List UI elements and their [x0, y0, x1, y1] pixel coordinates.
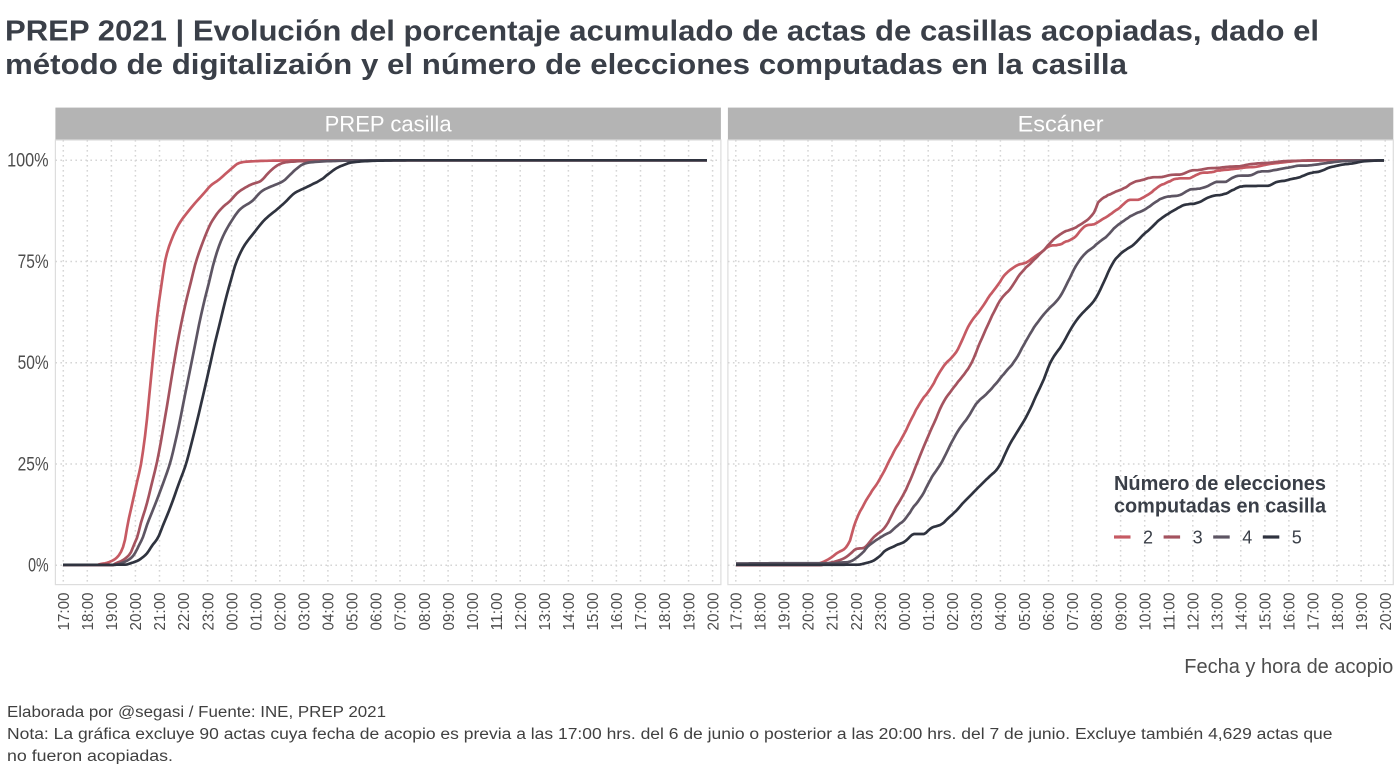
svg-text:07:00: 07:00: [393, 592, 410, 630]
svg-text:09:00: 09:00: [441, 592, 458, 630]
svg-text:18:00: 18:00: [1330, 592, 1347, 630]
svg-text:2: 2: [1143, 528, 1153, 548]
svg-text:Escáner: Escáner: [1018, 111, 1104, 136]
svg-text:25%: 25%: [18, 454, 49, 475]
svg-text:13:00: 13:00: [1210, 592, 1227, 630]
svg-text:4: 4: [1242, 528, 1252, 548]
svg-text:20:00: 20:00: [128, 592, 145, 630]
svg-text:04:00: 04:00: [321, 592, 338, 630]
svg-text:Número de elecciones: Número de elecciones: [1114, 473, 1326, 495]
svg-text:19:00: 19:00: [104, 592, 121, 630]
svg-text:15:00: 15:00: [585, 592, 602, 630]
svg-text:14:00: 14:00: [1234, 592, 1251, 630]
svg-text:50%: 50%: [18, 353, 49, 374]
svg-text:17:00: 17:00: [1306, 592, 1323, 630]
svg-text:05:00: 05:00: [345, 592, 362, 630]
svg-text:17:00: 17:00: [56, 592, 73, 630]
svg-text:19:00: 19:00: [777, 592, 794, 630]
svg-text:14:00: 14:00: [561, 592, 578, 630]
svg-text:10:00: 10:00: [465, 592, 482, 630]
svg-text:18:00: 18:00: [80, 592, 97, 630]
svg-text:03:00: 03:00: [297, 592, 314, 630]
svg-text:01:00: 01:00: [248, 592, 265, 630]
svg-text:08:00: 08:00: [1089, 592, 1106, 630]
svg-text:00:00: 00:00: [897, 592, 914, 630]
svg-text:01:00: 01:00: [921, 592, 938, 630]
svg-text:16:00: 16:00: [1282, 592, 1299, 630]
svg-text:10:00: 10:00: [1137, 592, 1154, 630]
svg-text:22:00: 22:00: [849, 592, 866, 630]
svg-text:23:00: 23:00: [200, 592, 217, 630]
svg-text:02:00: 02:00: [945, 592, 962, 630]
svg-text:11:00: 11:00: [1161, 592, 1178, 630]
svg-text:17:00: 17:00: [633, 592, 650, 630]
svg-text:20:00: 20:00: [705, 592, 722, 630]
svg-text:20:00: 20:00: [1378, 592, 1395, 630]
svg-text:00:00: 00:00: [224, 592, 241, 630]
svg-text:computadas en casilla: computadas en casilla: [1114, 496, 1327, 518]
svg-text:02:00: 02:00: [272, 592, 289, 630]
svg-text:13:00: 13:00: [537, 592, 554, 630]
svg-text:16:00: 16:00: [609, 592, 626, 630]
svg-text:19:00: 19:00: [681, 592, 698, 630]
svg-text:21:00: 21:00: [825, 592, 842, 630]
svg-text:método de digitalizaión y el n: método de digitalizaión y el número de e…: [5, 49, 1128, 81]
svg-text:12:00: 12:00: [513, 592, 530, 630]
svg-text:03:00: 03:00: [969, 592, 986, 630]
svg-text:PREP 2021 | Evolución del porc: PREP 2021 | Evolución del porcentaje acu…: [5, 16, 1319, 48]
svg-text:22:00: 22:00: [176, 592, 193, 630]
svg-text:3: 3: [1193, 528, 1203, 548]
svg-text:09:00: 09:00: [1113, 592, 1130, 630]
svg-text:21:00: 21:00: [152, 592, 169, 630]
svg-text:Fecha y hora de acopio: Fecha y hora de acopio: [1184, 656, 1393, 678]
svg-text:PREP casilla: PREP casilla: [325, 111, 453, 136]
svg-text:75%: 75%: [18, 252, 49, 273]
svg-text:07:00: 07:00: [1065, 592, 1082, 630]
svg-text:18:00: 18:00: [657, 592, 674, 630]
svg-text:Nota: La gráfica excluye 90 ac: Nota: La gráfica excluye 90 actas cuya f…: [7, 726, 1333, 743]
svg-text:19:00: 19:00: [1354, 592, 1371, 630]
svg-text:Elaborada por @segasi / Fuente: Elaborada por @segasi / Fuente: INE, PRE…: [7, 704, 386, 721]
svg-text:no fueron acopiadas.: no fueron acopiadas.: [7, 748, 173, 764]
svg-text:5: 5: [1292, 528, 1302, 548]
svg-text:12:00: 12:00: [1186, 592, 1203, 630]
svg-text:0%: 0%: [28, 556, 49, 577]
svg-text:11:00: 11:00: [489, 592, 506, 630]
svg-text:20:00: 20:00: [801, 592, 818, 630]
svg-text:23:00: 23:00: [873, 592, 890, 630]
svg-text:18:00: 18:00: [753, 592, 770, 630]
svg-text:05:00: 05:00: [1017, 592, 1034, 630]
svg-text:100%: 100%: [7, 151, 49, 172]
svg-text:08:00: 08:00: [417, 592, 434, 630]
svg-text:15:00: 15:00: [1258, 592, 1275, 630]
svg-text:17:00: 17:00: [729, 592, 746, 630]
svg-text:06:00: 06:00: [1041, 592, 1058, 630]
svg-text:04:00: 04:00: [993, 592, 1010, 630]
svg-text:06:00: 06:00: [369, 592, 386, 630]
